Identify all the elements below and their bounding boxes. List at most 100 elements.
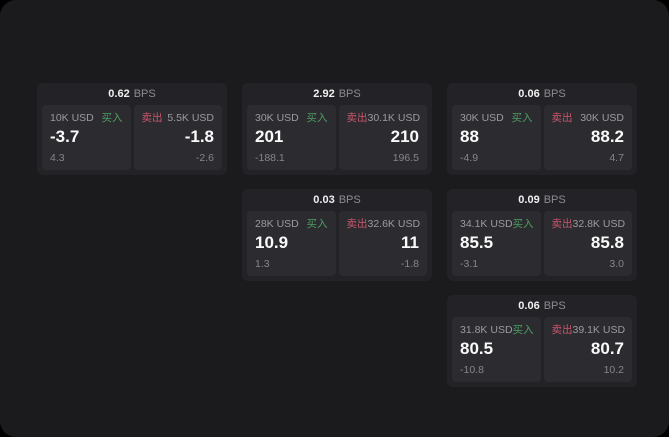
buy-quote-panel[interactable]: 28K USD 买入 10.9 1.3	[247, 211, 336, 276]
sell-price: 210	[390, 127, 419, 146]
sell-notional: 39.1K USD	[572, 324, 626, 336]
sell-quote-panel[interactable]: 卖出 32.6K USD 11 -1.8	[338, 211, 427, 276]
bps-header: 2.92 BPS	[242, 83, 432, 105]
buy-quote-panel[interactable]: 34.1K USD 买入 85.5 -3.1	[452, 211, 541, 276]
sell-panel-header: 卖出 39.1K USD	[551, 324, 626, 336]
quote-grid: 0.62 BPS 10K USD 买入 -3.7 4.3 卖出 5.5K USD	[37, 83, 637, 387]
sell-panel-header: 卖出 30K USD	[552, 112, 625, 124]
buy-delta: 1.3	[255, 258, 270, 270]
sell-price: 80.7	[590, 339, 624, 358]
sell-panel-header: 卖出 32.8K USD	[551, 218, 626, 230]
sell-side-label: 卖出	[346, 112, 368, 124]
sell-side-label: 卖出	[551, 218, 573, 230]
buy-side-label: 买入	[306, 218, 328, 230]
buy-panel-header: 10K USD 买入	[50, 112, 123, 124]
buy-delta: -3.1	[460, 258, 479, 270]
bps-unit-label: BPS	[543, 194, 566, 206]
sell-price: 85.8	[590, 233, 624, 252]
buy-panel-header: 34.1K USD 买入	[460, 218, 534, 230]
quote-body: 30K USD 买入 201 -188.1 卖出 30.1K USD 210 1…	[242, 105, 432, 175]
sell-side-label: 卖出	[551, 324, 573, 336]
sell-side-label: 卖出	[346, 218, 368, 230]
buy-price: -3.7	[50, 127, 80, 146]
bps-value: 2.92	[313, 88, 335, 100]
bps-value: 0.03	[313, 194, 335, 206]
sell-delta: 196.5	[392, 152, 419, 164]
buy-side-label: 买入	[512, 324, 534, 336]
bps-value: 0.62	[108, 88, 130, 100]
buy-notional: 28K USD	[255, 218, 299, 230]
sell-price: 88.2	[590, 127, 624, 146]
sell-delta: -2.6	[195, 152, 214, 164]
quote-card: 0.06 BPS 30K USD 买入 88 -4.9 卖出 30K USD	[447, 83, 637, 175]
buy-price: 10.9	[255, 233, 289, 252]
sell-quote-panel[interactable]: 卖出 39.1K USD 80.7 10.2	[543, 317, 632, 382]
buy-notional: 10K USD	[50, 112, 94, 124]
bps-value: 0.06	[518, 88, 540, 100]
buy-notional: 31.8K USD	[460, 324, 513, 336]
buy-delta: -4.9	[460, 152, 479, 164]
sell-delta: 4.7	[609, 152, 624, 164]
buy-panel-header: 28K USD 买入	[255, 218, 328, 230]
bps-header: 0.06 BPS	[447, 83, 637, 105]
sell-notional: 30K USD	[580, 112, 624, 124]
bps-header: 0.09 BPS	[447, 189, 637, 211]
buy-notional: 30K USD	[255, 112, 299, 124]
buy-price: 80.5	[460, 339, 494, 358]
quote-card: 2.92 BPS 30K USD 买入 201 -188.1 卖出 30.1K …	[242, 83, 432, 175]
buy-side-label: 买入	[511, 112, 533, 124]
quote-body: 34.1K USD 买入 85.5 -3.1 卖出 32.8K USD 85.8…	[447, 211, 637, 281]
quote-card: 0.09 BPS 34.1K USD 买入 85.5 -3.1 卖出 32.8K…	[447, 189, 637, 281]
sell-notional: 5.5K USD	[167, 112, 214, 124]
sell-side-label: 卖出	[141, 112, 163, 124]
bps-unit-label: BPS	[133, 88, 156, 100]
bps-unit-label: BPS	[338, 194, 361, 206]
sell-price: 11	[401, 233, 419, 252]
sell-delta: -1.8	[400, 258, 419, 270]
buy-delta: -10.8	[460, 364, 484, 376]
bps-value: 0.09	[518, 194, 540, 206]
buy-quote-panel[interactable]: 30K USD 买入 201 -188.1	[247, 105, 336, 170]
bps-header: 0.62 BPS	[37, 83, 227, 105]
bps-unit-label: BPS	[543, 88, 566, 100]
sell-side-label: 卖出	[551, 112, 573, 124]
quote-card: 0.06 BPS 31.8K USD 买入 80.5 -10.8 卖出 39.1…	[447, 295, 637, 387]
quote-body: 30K USD 买入 88 -4.9 卖出 30K USD 88.2 4.7	[447, 105, 637, 175]
bps-value: 0.06	[518, 300, 540, 312]
sell-quote-panel[interactable]: 卖出 32.8K USD 85.8 3.0	[543, 211, 632, 276]
sell-quote-panel[interactable]: 卖出 30.1K USD 210 196.5	[338, 105, 427, 170]
buy-price: 85.5	[460, 233, 494, 252]
buy-panel-header: 31.8K USD 买入	[460, 324, 534, 336]
bps-header: 0.06 BPS	[447, 295, 637, 317]
buy-side-label: 买入	[512, 218, 534, 230]
quote-body: 10K USD 买入 -3.7 4.3 卖出 5.5K USD -1.8 -2.…	[37, 105, 227, 175]
buy-delta: 4.3	[50, 152, 65, 164]
sell-panel-header: 卖出 32.6K USD	[346, 218, 421, 230]
bps-unit-label: BPS	[338, 88, 361, 100]
sell-panel-header: 卖出 30.1K USD	[346, 112, 421, 124]
sell-panel-header: 卖出 5.5K USD	[142, 112, 215, 124]
buy-price: 201	[255, 127, 284, 146]
sell-price: -1.8	[184, 127, 214, 146]
bps-unit-label: BPS	[543, 300, 566, 312]
sell-notional: 32.8K USD	[572, 218, 626, 230]
bps-header: 0.03 BPS	[242, 189, 432, 211]
sell-notional: 32.6K USD	[367, 218, 421, 230]
quote-body: 28K USD 买入 10.9 1.3 卖出 32.6K USD 11 -1.8	[242, 211, 432, 281]
buy-notional: 34.1K USD	[460, 218, 513, 230]
quote-card: 0.03 BPS 28K USD 买入 10.9 1.3 卖出 32.6K US…	[242, 189, 432, 281]
buy-quote-panel[interactable]: 10K USD 买入 -3.7 4.3	[42, 105, 131, 170]
sell-quote-panel[interactable]: 卖出 30K USD 88.2 4.7	[543, 105, 632, 170]
buy-side-label: 买入	[306, 112, 328, 124]
sell-delta: 10.2	[603, 364, 624, 376]
buy-panel-header: 30K USD 买入	[460, 112, 533, 124]
buy-delta: -188.1	[255, 152, 285, 164]
buy-quote-panel[interactable]: 31.8K USD 买入 80.5 -10.8	[452, 317, 541, 382]
buy-notional: 30K USD	[460, 112, 504, 124]
sell-notional: 30.1K USD	[367, 112, 421, 124]
buy-quote-panel[interactable]: 30K USD 买入 88 -4.9	[452, 105, 541, 170]
sell-delta: 3.0	[609, 258, 624, 270]
quote-body: 31.8K USD 买入 80.5 -10.8 卖出 39.1K USD 80.…	[447, 317, 637, 387]
sell-quote-panel[interactable]: 卖出 5.5K USD -1.8 -2.6	[133, 105, 222, 170]
